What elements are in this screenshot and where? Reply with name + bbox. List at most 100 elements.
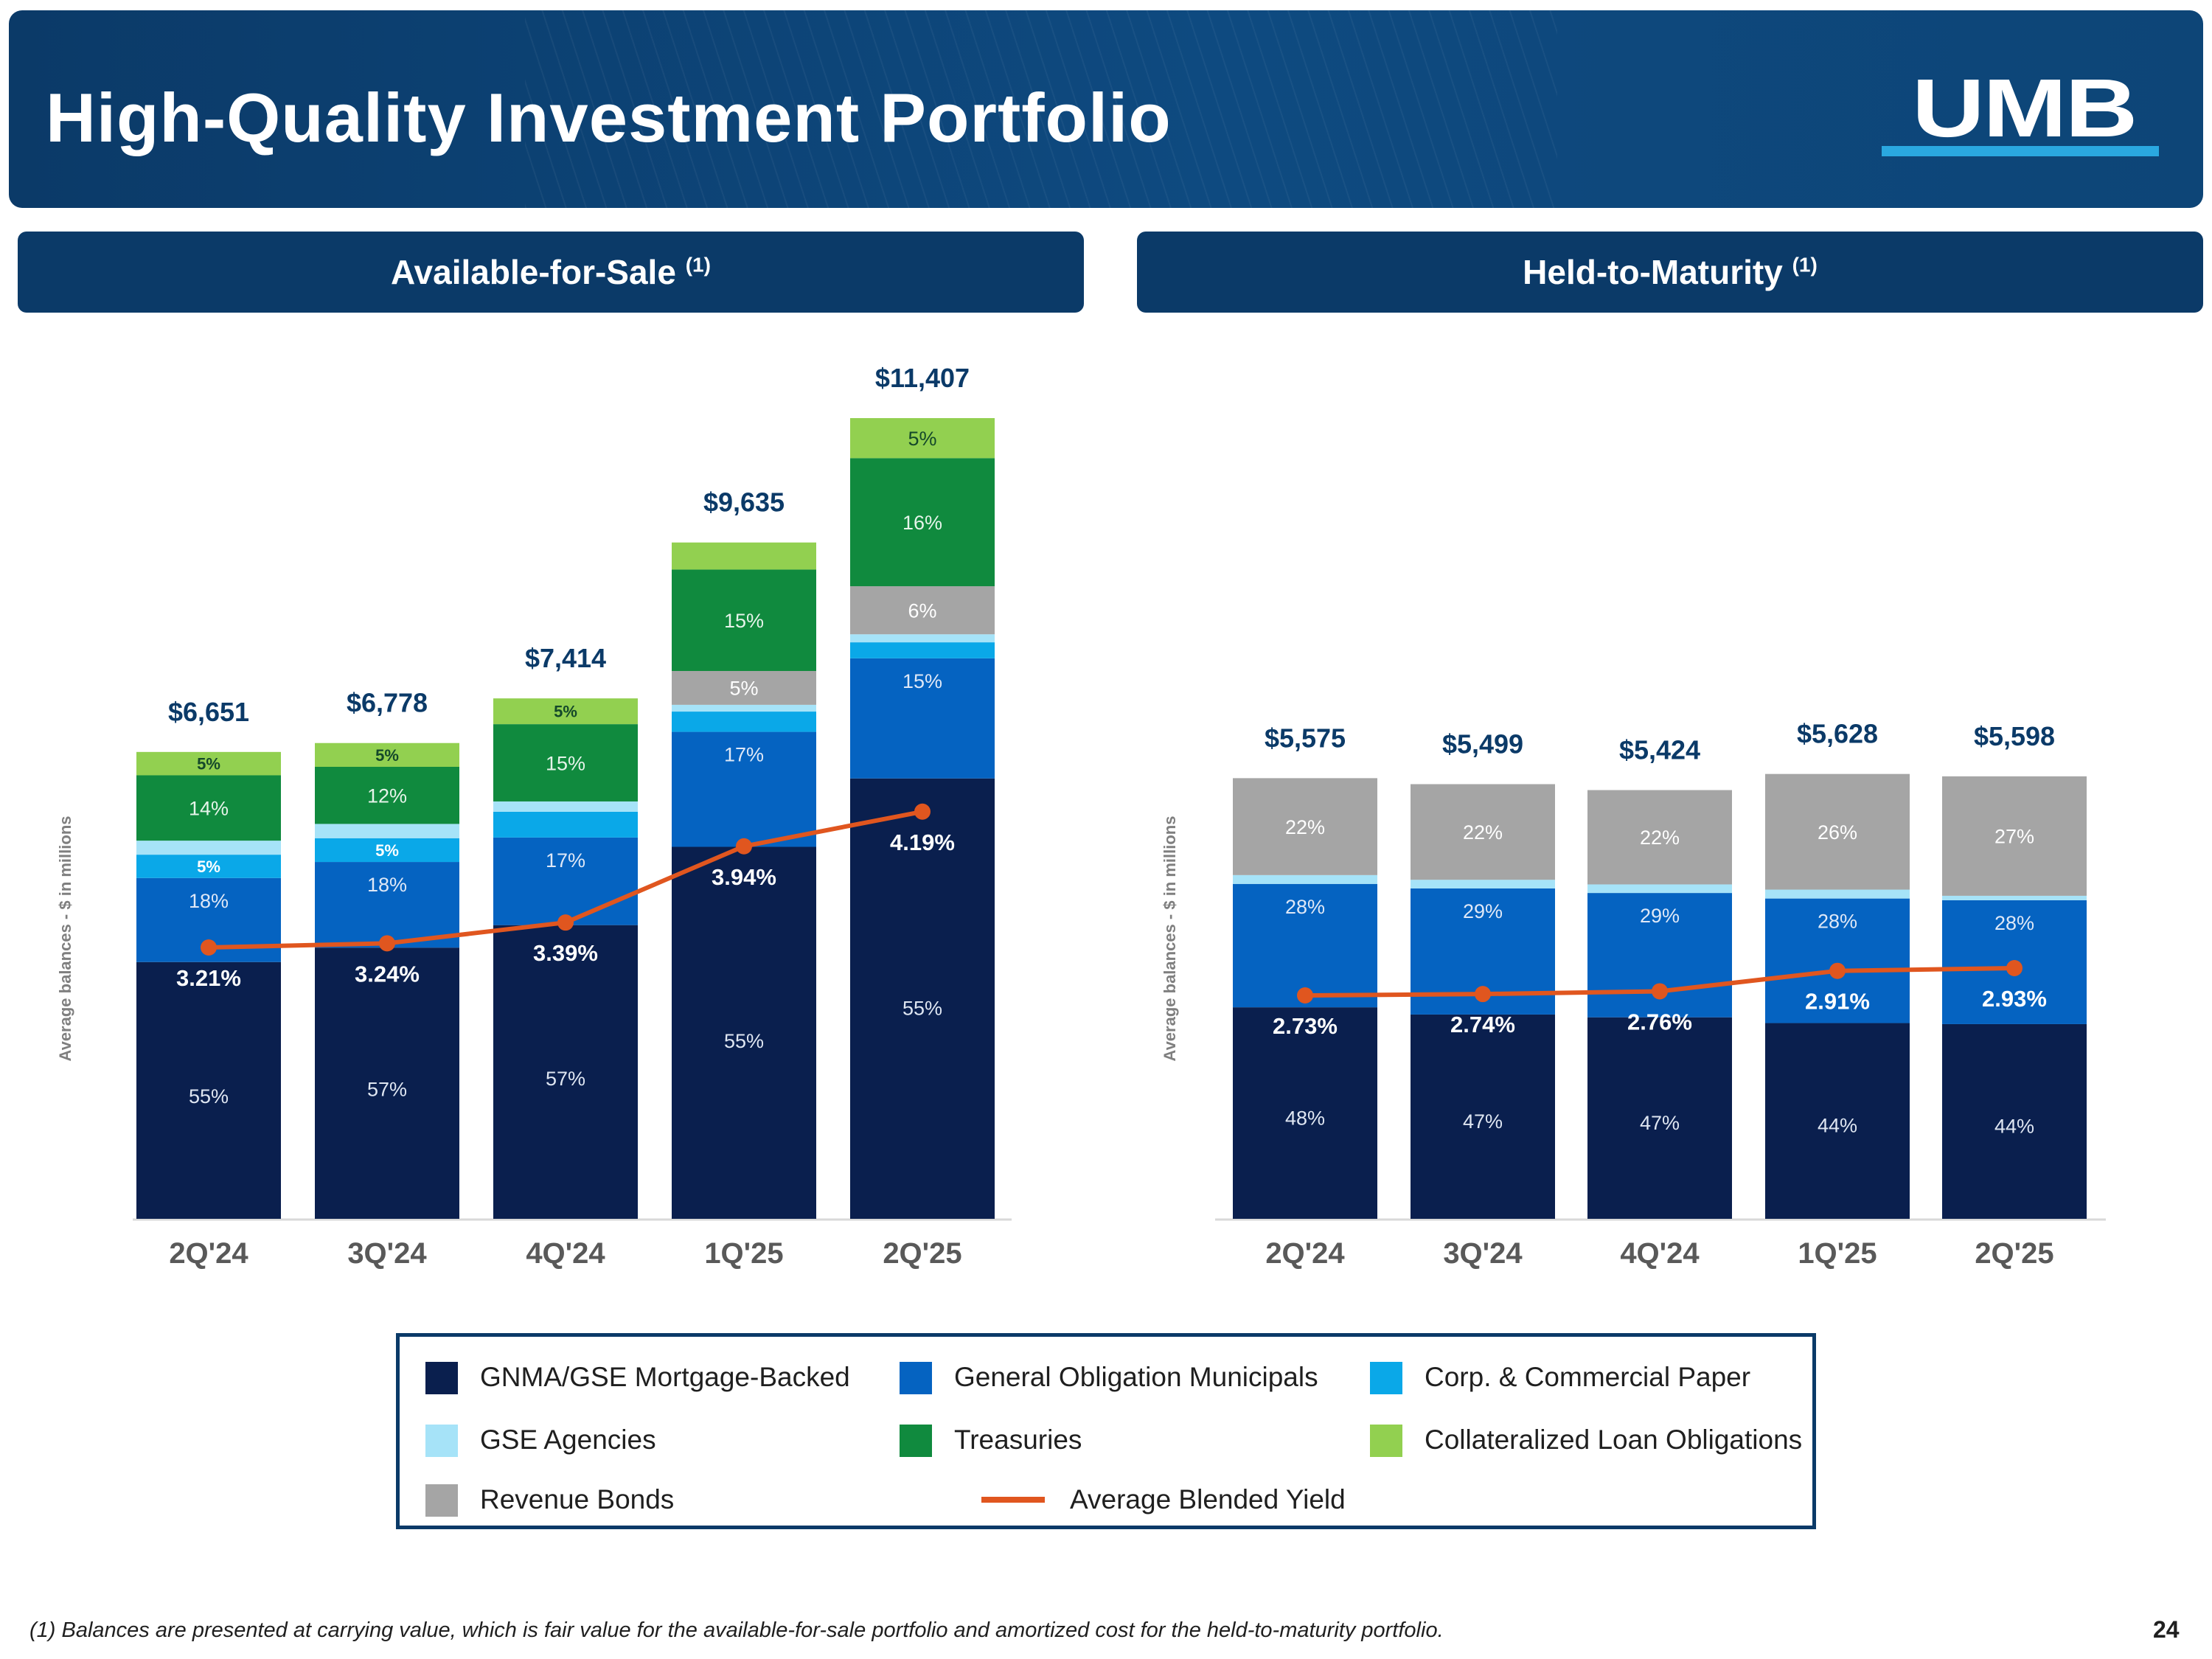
afs-total-label-2q-25: $11,407 (875, 363, 970, 393)
htm-bar-gse-agencies-4q-24 (1587, 884, 1732, 894)
htm-bar-gnma-gse-mortgage-backed-4q-24 (1587, 1017, 1732, 1219)
legend-label-yield: Average Blended Yield (1070, 1484, 1346, 1514)
afs-bar-collateralized-loan-obligations-3q-24 (315, 742, 459, 767)
htm-total-label-3q-24: $5,499 (1442, 729, 1523, 759)
legend-label-revenue-bonds: Revenue Bonds (480, 1484, 675, 1514)
afs-label-revenue-bonds-2q-25: 6% (908, 599, 936, 622)
htm-bar-gnma-gse-mortgage-backed-3q-24 (1411, 1014, 1555, 1219)
htm-bar-gnma-gse-mortgage-backed-2q-25 (1942, 1023, 2087, 1219)
afs-label-gnma-gse-mortgage-backed-3q-24: 57% (367, 1078, 407, 1100)
legend-swatch-go-municipals (900, 1362, 932, 1394)
htm-category-label-2q-24: 2Q'24 (1265, 1237, 1345, 1270)
legend-swatch-gse-agencies (425, 1425, 458, 1457)
htm-yield-point-4q-24 (1652, 983, 1668, 1000)
afs-bar-collateralized-loan-obligations-1q-25 (672, 542, 816, 570)
htm-total-label-2q-24: $5,575 (1265, 723, 1346, 753)
afs-bar-gnma-gse-mortgage-backed-3q-24 (315, 947, 459, 1219)
htm-category-label-3q-24: 3Q'24 (1443, 1237, 1523, 1270)
afs-bar-corp-commercial-paper-2q-25 (850, 642, 995, 658)
htm-yield-point-1q-25 (1829, 962, 1846, 979)
legend-swatch-revenue-bonds (425, 1484, 458, 1517)
afs-yield-label-2q-24: 3.21% (176, 965, 241, 991)
htm-bar-revenue-bonds-1q-25 (1765, 773, 1910, 890)
afs-label-general-obligation-municipals-2q-24: 18% (189, 890, 229, 912)
afs-bar-corp-commercial-paper-4q-24 (493, 811, 638, 838)
afs-label-gnma-gse-mortgage-backed-2q-25: 55% (902, 997, 942, 1019)
htm-bar-gse-agencies-1q-25 (1765, 889, 1910, 899)
htm-yield-label-2q-25: 2.93% (1982, 986, 2047, 1012)
htm-bar-revenue-bonds-3q-24 (1411, 784, 1555, 880)
afs-label-corp-commercial-paper-2q-24: 5% (197, 858, 220, 876)
afs-yield-label-4q-24: 3.39% (533, 940, 598, 966)
legend-label-clo: Collateralized Loan Obligations (1425, 1425, 1803, 1455)
afs-bar-gse-agencies-3q-24 (315, 824, 459, 838)
htm-category-label-4q-24: 4Q'24 (1620, 1237, 1700, 1270)
afs-section-header: Available-for-Sale (1) (18, 232, 1084, 313)
htm-label-revenue-bonds-2q-25: 27% (1994, 826, 2034, 848)
afs-label-treasuries-2q-24: 14% (189, 798, 229, 820)
afs-bar-revenue-bonds-1q-25 (672, 671, 816, 705)
htm-label-general-obligation-municipals-2q-25: 28% (1994, 912, 2034, 934)
legend-label-gse-agencies: GSE Agencies (480, 1425, 656, 1455)
legend-label-go-municipals: General Obligation Municipals (954, 1362, 1318, 1392)
afs-bar-gse-agencies-2q-25 (850, 634, 995, 643)
legend-swatch-treasuries (900, 1425, 932, 1457)
afs-bar-revenue-bonds-2q-25 (850, 586, 995, 635)
afs-label-gnma-gse-mortgage-backed-4q-24: 57% (546, 1068, 585, 1090)
afs-bar-general-obligation-municipals-2q-25 (850, 658, 995, 779)
afs-title-note: (1) (685, 253, 711, 276)
afs-yield-point-3q-24 (379, 935, 395, 952)
footnote: (1) Balances are presented at carrying v… (29, 1618, 1444, 1642)
htm-bar-gse-agencies-3q-24 (1411, 880, 1555, 888)
htm-label-gnma-gse-mortgage-backed-4q-24: 47% (1640, 1112, 1680, 1134)
afs-bar-treasuries-3q-24 (315, 766, 459, 824)
afs-label-treasuries-3q-24: 12% (367, 785, 407, 807)
legend-label-gnma: GNMA/GSE Mortgage-Backed (480, 1362, 850, 1392)
afs-category-label-4q-24: 4Q'24 (526, 1237, 605, 1270)
afs-bar-collateralized-loan-obligations-4q-24 (493, 698, 638, 725)
afs-bar-corp-commercial-paper-1q-25 (672, 712, 816, 732)
header-banner: High-Quality Investment Portfolio UMB (9, 10, 2203, 208)
htm-section-header: Held-to-Maturity (1) (1137, 232, 2203, 313)
htm-bar-revenue-bonds-2q-24 (1233, 778, 1377, 875)
afs-total-label-3q-24: $6,778 (347, 688, 428, 718)
htm-label-gnma-gse-mortgage-backed-2q-24: 48% (1285, 1107, 1325, 1129)
afs-label-corp-commercial-paper-3q-24: 5% (375, 841, 399, 860)
htm-yield-point-2q-25 (2006, 960, 2023, 976)
afs-bar-general-obligation-municipals-1q-25 (672, 731, 816, 847)
afs-label-collateralized-loan-obligations-2q-24: 5% (197, 755, 220, 773)
afs-bar-general-obligation-municipals-3q-24 (315, 862, 459, 948)
afs-bar-treasuries-2q-24 (136, 775, 281, 841)
htm-yield-label-3q-24: 2.74% (1450, 1012, 1515, 1037)
afs-bar-treasuries-2q-25 (850, 458, 995, 587)
htm-category-label-2q-25: 2Q'25 (1975, 1237, 2053, 1270)
afs-bar-gse-agencies-1q-25 (672, 704, 816, 712)
page-number: 24 (2153, 1616, 2180, 1643)
afs-bar-gnma-gse-mortgage-backed-2q-24 (136, 961, 281, 1219)
afs-yield-point-2q-24 (201, 939, 217, 956)
afs-bar-gnma-gse-mortgage-backed-1q-25 (672, 846, 816, 1219)
afs-title: Available-for-Sale (391, 253, 676, 291)
afs-label-collateralized-loan-obligations-4q-24: 5% (554, 703, 577, 721)
htm-label-revenue-bonds-4q-24: 22% (1640, 827, 1680, 849)
afs-bar-gnma-gse-mortgage-backed-4q-24 (493, 925, 638, 1219)
htm-label-gnma-gse-mortgage-backed-1q-25: 44% (1818, 1115, 1857, 1137)
logo-underline (1882, 146, 2159, 156)
htm-title-note: (1) (1792, 253, 1818, 276)
legend-line-yield (981, 1497, 1045, 1503)
afs-bar-treasuries-1q-25 (672, 569, 816, 672)
afs-bar-corp-commercial-paper-3q-24 (315, 838, 459, 863)
afs-total-label-4q-24: $7,414 (525, 643, 606, 673)
htm-label-gnma-gse-mortgage-backed-3q-24: 47% (1463, 1110, 1503, 1133)
htm-label-general-obligation-municipals-3q-24: 29% (1463, 900, 1503, 922)
afs-bar-general-obligation-municipals-4q-24 (493, 837, 638, 925)
htm-yield-point-2q-24 (1297, 987, 1313, 1004)
htm-bar-revenue-bonds-4q-24 (1587, 790, 1732, 885)
legend-swatch-corp-paper (1370, 1362, 1402, 1394)
afs-label-gnma-gse-mortgage-backed-1q-25: 55% (724, 1030, 764, 1052)
htm-bar-general-obligation-municipals-2q-24 (1233, 883, 1377, 1008)
afs-bar-collateralized-loan-obligations-2q-25 (850, 418, 995, 459)
htm-label-general-obligation-municipals-4q-24: 29% (1640, 905, 1680, 927)
htm-yield-point-3q-24 (1475, 986, 1491, 1003)
logo-text: UMB (1912, 62, 2138, 154)
